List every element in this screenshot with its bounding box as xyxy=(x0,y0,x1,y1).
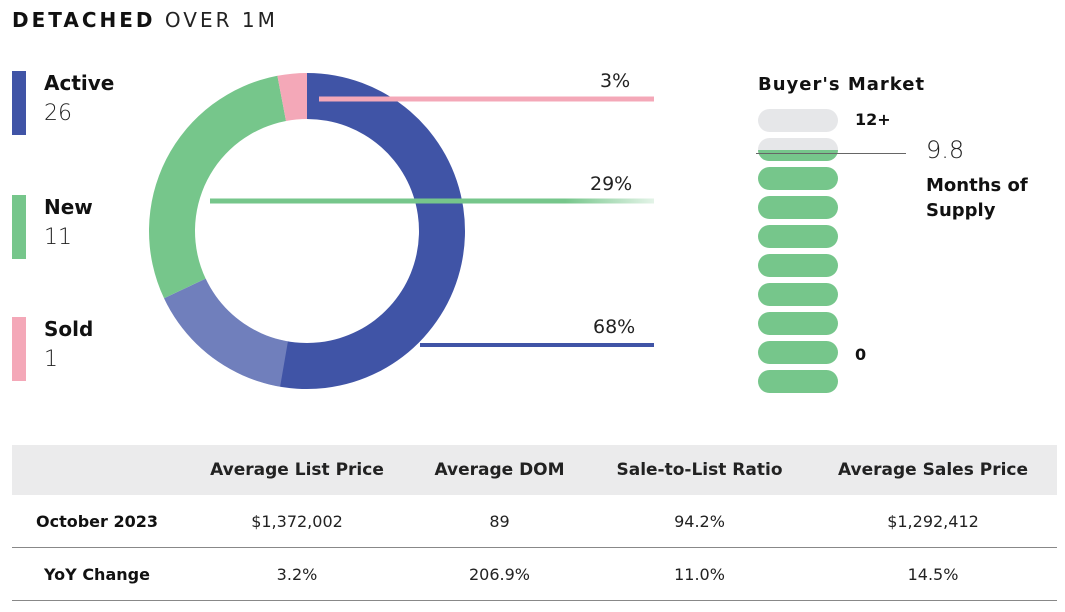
row-label: YoY Change xyxy=(44,564,150,584)
leader-line-active xyxy=(420,343,654,347)
caption-line-2: Supply xyxy=(926,200,996,221)
legend-value-new: 11 xyxy=(44,225,72,250)
legend-swatch-active xyxy=(12,71,26,135)
pct-label-new: 29% xyxy=(590,173,633,195)
table-header: Average List Price Average DOM Sale-to-L… xyxy=(12,445,1057,495)
legend-label-new: New xyxy=(44,195,93,219)
supply-pill xyxy=(758,370,838,393)
title-bold: DETACHED xyxy=(12,8,156,32)
table-cell: $1,292,412 xyxy=(887,511,979,531)
table-cell: 11.0% xyxy=(674,564,725,584)
months-of-supply-caption: Months of Supply xyxy=(926,173,1056,223)
supply-pill-partial xyxy=(758,150,838,161)
supply-pill xyxy=(758,341,838,364)
leader-line-new xyxy=(210,198,654,204)
legend-swatch-new xyxy=(12,195,26,259)
table-cell: $1,372,002 xyxy=(251,511,343,531)
supply-pill xyxy=(758,312,838,335)
months-of-supply-value: 9.8 xyxy=(926,136,965,164)
legend-value-active: 26 xyxy=(44,101,72,126)
donut-slice-sold xyxy=(277,73,307,121)
leader-line-sold xyxy=(319,96,654,102)
caption-line-1: Months of xyxy=(926,175,1028,196)
buyers-market-title: Buyer's Market xyxy=(758,74,926,95)
row-label: October 2023 xyxy=(35,511,159,531)
gauge-bottom-label: 0 xyxy=(855,345,867,364)
donut-slice-new xyxy=(149,75,287,299)
title-light: OVER 1M xyxy=(164,8,278,32)
table-cell: 14.5% xyxy=(907,564,959,584)
stats-table: Average List Price Average DOM Sale-to-L… xyxy=(12,445,1057,601)
legend-value-sold: 1 xyxy=(44,347,58,372)
table-row: October 2023 $1,372,002 89 94.2% $1,292,… xyxy=(12,495,1057,548)
header-avg-list-price: Average List Price xyxy=(210,460,384,480)
table-cell: 206.9% xyxy=(468,564,530,584)
supply-pill xyxy=(758,196,838,219)
legend-label-sold: Sold xyxy=(44,317,94,341)
supply-pill xyxy=(758,225,838,248)
supply-pill xyxy=(758,283,838,306)
header-cell-empty xyxy=(12,445,182,495)
header-sale-to-list: Sale-to-List Ratio xyxy=(616,460,783,480)
legend-label-active: Active xyxy=(44,71,115,95)
header-avg-dom: Average DOM xyxy=(434,460,565,480)
table-cell: 89 xyxy=(489,511,510,531)
legend-swatch-sold xyxy=(12,317,26,381)
table-cell: 94.2% xyxy=(674,511,725,531)
pct-label-sold: 3% xyxy=(600,70,631,92)
page-title: DETACHED OVER 1M xyxy=(12,8,278,32)
gauge-indicator-line xyxy=(756,153,906,154)
supply-pill xyxy=(758,254,838,277)
supply-pill xyxy=(758,109,838,132)
pct-label-active: 68% xyxy=(593,316,636,338)
table-row: YoY Change 3.2% 206.9% 11.0% 14.5% xyxy=(12,548,1057,601)
gauge-top-label: 12+ xyxy=(855,110,891,129)
table-cell: 3.2% xyxy=(276,564,318,584)
donut-slice-fade xyxy=(164,278,288,387)
donut-chart xyxy=(149,73,654,389)
donut-slice-active xyxy=(164,73,465,389)
header-avg-sales-price: Average Sales Price xyxy=(837,460,1029,480)
supply-pill xyxy=(758,167,838,190)
